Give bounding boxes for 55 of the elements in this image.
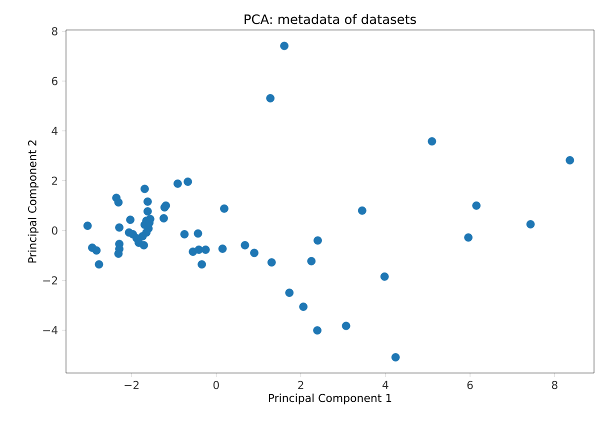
point (198, 260, 206, 269)
point (307, 256, 316, 266)
x-tick-label: 4 (382, 380, 388, 389)
y-axis-title: Principal Component 2 (28, 140, 38, 263)
point (299, 302, 308, 311)
point (180, 230, 189, 238)
x-tick-label: 0 (213, 380, 219, 390)
point (184, 177, 192, 186)
point (313, 326, 322, 335)
point (114, 198, 123, 207)
point (428, 137, 436, 146)
point (143, 197, 152, 206)
point (358, 206, 366, 215)
point (143, 207, 152, 216)
point (267, 258, 276, 267)
point (266, 94, 275, 102)
point (194, 229, 202, 238)
chart-title: PCA: metadata of datasets (244, 14, 416, 24)
point (201, 245, 210, 254)
y-tick-label: 2 (52, 176, 58, 185)
point (285, 288, 294, 297)
point (240, 241, 250, 250)
point (174, 179, 182, 188)
y-tick-label: 0 (52, 226, 58, 235)
y-tick-label: −4 (43, 326, 58, 334)
point (314, 236, 322, 245)
point (391, 353, 400, 362)
y-tick-label: 8 (52, 27, 58, 36)
point (138, 232, 147, 240)
point (464, 233, 473, 242)
y-tick-label: 4 (52, 126, 58, 135)
point (220, 204, 228, 213)
x-tick-label: 2 (298, 380, 304, 389)
point (126, 216, 135, 224)
x-tick-label: −2 (124, 380, 139, 389)
point (218, 244, 227, 253)
point (83, 222, 92, 230)
x-tick-label: 6 (467, 380, 473, 390)
x-tick-label: 8 (552, 380, 558, 390)
point (160, 214, 168, 223)
point (115, 223, 124, 232)
point (526, 220, 535, 228)
point (566, 156, 574, 164)
point (92, 246, 101, 255)
point (472, 201, 481, 210)
point (140, 184, 149, 194)
y-tick-label: −2 (43, 276, 58, 284)
point (280, 42, 289, 50)
x-axis-title: Principal Component 1 (268, 394, 392, 404)
y-tick-label: 6 (52, 76, 58, 86)
point (250, 248, 258, 258)
point (342, 322, 350, 330)
point (380, 272, 389, 281)
point (94, 260, 104, 269)
point (140, 241, 148, 250)
